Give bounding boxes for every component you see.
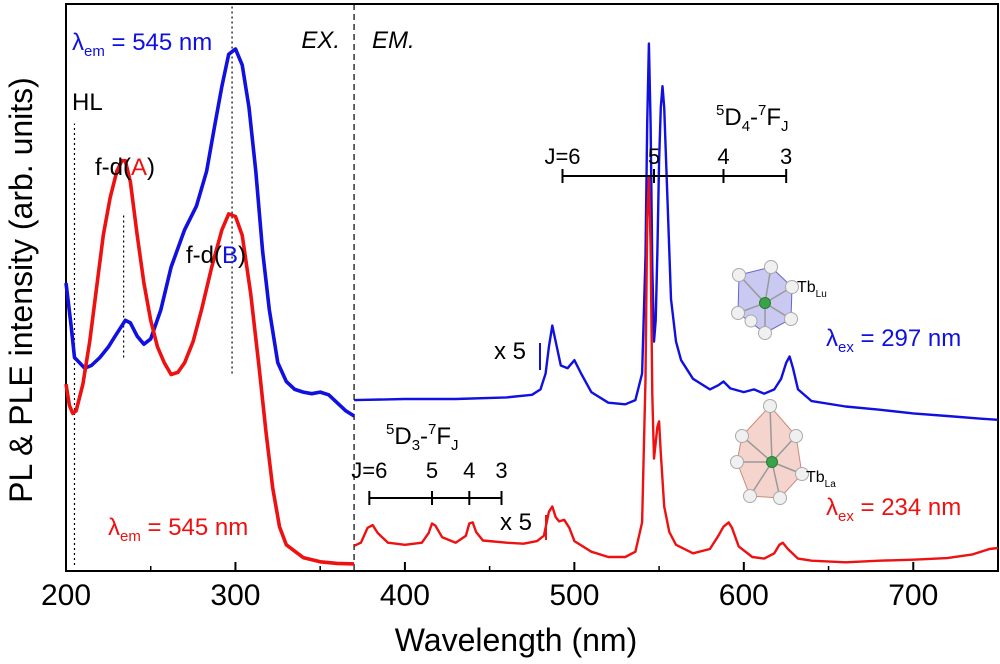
level-label: 5: [426, 458, 438, 483]
tb-la-label: TbLa: [806, 469, 836, 490]
x-tick-label: 200: [41, 579, 91, 612]
blue-spectrum-line: [64, 47, 356, 418]
level-label: 3: [495, 458, 507, 483]
x-tick-label: 500: [549, 579, 599, 612]
ex-label: EX.: [301, 27, 340, 54]
d3-transition-label: 5D3-7FJ: [386, 421, 459, 454]
blue-spectrum-line: [354, 42, 999, 421]
level-label: 4: [717, 144, 729, 169]
series-lines: [64, 42, 999, 566]
lambda-ex-blue-label: λex = 297 nm: [826, 325, 961, 356]
level-label: J=6: [351, 458, 387, 483]
hl-label: HL: [72, 89, 103, 116]
x-tick-label: 400: [380, 579, 430, 612]
y-axis-title: PL & PLE intensity (arb. units): [3, 77, 39, 503]
d4-transition-label: 5D4-7FJ: [716, 102, 789, 135]
level-label: 5: [648, 144, 660, 169]
level-label: 4: [463, 458, 475, 483]
lambda-ex-red-label: λex = 234 nm: [826, 494, 961, 525]
level-label: J=6: [544, 144, 580, 169]
level-label: 3: [780, 144, 792, 169]
lambda-em-blue-label: λem = 545 nm: [72, 29, 212, 60]
lambda-em-red-label: λem = 545 nm: [108, 514, 248, 545]
d3-level-bracket: J=6 5 4 3: [351, 458, 508, 505]
fd-b-label: f-d(B): [186, 242, 246, 269]
x-ticks: 200 300 400 500 600 700: [41, 562, 938, 612]
tb-la-polyhedron-image: [730, 399, 809, 505]
x5-red-label: x 5: [500, 509, 532, 536]
em-label: EM.: [372, 27, 415, 54]
x-tick-label: 700: [888, 579, 938, 612]
d4-level-bracket: J=6 5 4 3: [544, 144, 792, 183]
tb-lu-polyhedron-image: [731, 260, 799, 340]
red-spectrum-line: [353, 175, 999, 564]
red-spectrum-line: [64, 158, 355, 566]
fd-a-label: f-d(A): [95, 154, 155, 181]
x-axis-title: Wavelength (nm): [395, 622, 637, 658]
tb-lu-label: TbLu: [797, 279, 827, 300]
x-tick-label: 600: [719, 579, 769, 612]
x5-blue-label: x 5: [494, 338, 526, 365]
x-tick-label: 300: [210, 579, 260, 612]
